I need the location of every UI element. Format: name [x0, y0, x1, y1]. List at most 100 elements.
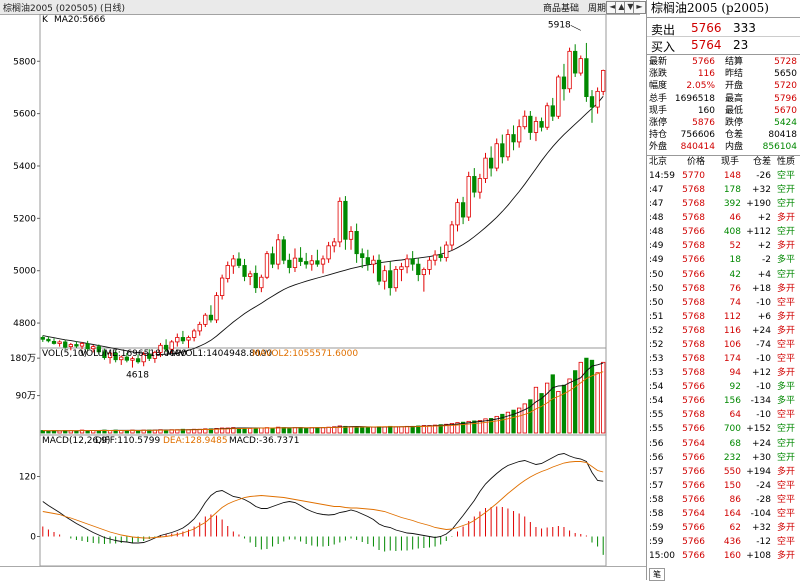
tick-time: :50: [649, 269, 664, 280]
volume-bar: [253, 427, 258, 434]
tick-row[interactable]: :51 5768 112 +6 多开: [649, 311, 799, 325]
tick-oi-change: -10: [756, 382, 771, 393]
tick-nature: 多开: [777, 311, 796, 322]
tick-nature: 空开: [777, 269, 796, 280]
macd-legend: MACD:-36.7371: [229, 436, 299, 446]
candle: [180, 337, 186, 342]
volume-bar: [444, 423, 449, 434]
candle: [298, 257, 303, 262]
tick-oi-change: +108: [746, 551, 771, 562]
stat-label: 最高: [725, 93, 744, 104]
ma20-line: [42, 96, 604, 355]
tick-row[interactable]: 14:59 5770 148 -26 空平: [649, 170, 799, 184]
tick-row[interactable]: :53 5768 174 -10 空平: [649, 353, 799, 367]
tick-row[interactable]: :55 5768 64 -10 空平: [649, 409, 799, 423]
nav-right-icon[interactable]: ►: [633, 1, 646, 14]
candle: [253, 272, 258, 289]
volume-bar: [376, 426, 382, 434]
tick-price: 5766: [682, 523, 705, 533]
tick-time: :48: [649, 213, 664, 224]
candle: [511, 134, 516, 143]
mavol2-legend: MAVOL2:1055571.6000: [252, 349, 358, 359]
diff-line: [42, 453, 604, 544]
stock-chart[interactable]: 4800 5000 5200 5400 5600 5800 K MA20:5666 4618 59…: [0, 14, 646, 580]
candle: [432, 254, 438, 261]
tick-volume: 86: [729, 494, 741, 505]
tick-row[interactable]: :52 5768 106 -74 空平: [649, 339, 799, 353]
volume-bar: [483, 418, 488, 434]
tick-nature: 空开: [777, 185, 796, 196]
tick-row[interactable]: :58 5766 86 -28 空平: [649, 494, 799, 508]
candle: [46, 338, 51, 342]
volume-bar: [438, 424, 443, 434]
tick-oi-change: +30: [752, 452, 771, 463]
tick-row[interactable]: :47 5768 392 +190 空开: [649, 198, 799, 212]
tick-row[interactable]: :48 5768 46 +2 多开: [649, 212, 799, 226]
y-tick-label: 5800: [13, 57, 36, 67]
mavol1-legend: MAVOL1:1404948.8000: [166, 349, 272, 359]
tick-price: 5768: [682, 297, 705, 308]
tick-row[interactable]: :49 5768 52 +2 多开: [649, 240, 799, 254]
volume-bar: [545, 382, 550, 434]
volume-bar: [248, 428, 253, 434]
volume-bar: [539, 393, 544, 434]
tick-price: 5764: [682, 438, 705, 449]
tick-row[interactable]: :48 5766 408 +112 空开: [649, 226, 799, 240]
tick-time: :49: [649, 255, 664, 266]
candle: [573, 50, 578, 74]
chart-title: 棕榈油2005 (020505) (日线): [3, 4, 126, 14]
candle: [399, 266, 404, 270]
stat-value: 756606: [680, 130, 715, 141]
tick-row[interactable]: :49 5766 18 -2 多平: [649, 254, 799, 268]
cycle-button[interactable]: 周期: [588, 4, 607, 14]
tick-oi-change: -2: [762, 255, 771, 266]
tick-row[interactable]: :50 5766 42 +4 空开: [649, 269, 799, 283]
tick-time: :51: [649, 311, 664, 322]
tick-row[interactable]: :54 5766 92 -10 多平: [649, 381, 799, 395]
tick-row[interactable]: :59 5766 436 -12 空平: [649, 536, 799, 550]
candle: [388, 270, 393, 289]
stat-label: 最低: [725, 105, 744, 116]
tick-oi-change: -12: [756, 537, 771, 548]
tick-row[interactable]: :55 5766 700 +152 空开: [649, 423, 799, 437]
stat-row: 涨停 5876 跌停 5424: [649, 117, 799, 129]
y-tick-label: 5600: [13, 110, 36, 120]
tick-time: 15:00: [649, 551, 675, 562]
tick-row[interactable]: :57 5766 550 +194 多开: [649, 466, 799, 480]
tick-time: :55: [649, 424, 664, 435]
volume-bar: [304, 427, 309, 434]
products-button[interactable]: 商品基础: [543, 4, 580, 14]
stat-value: 160: [697, 105, 715, 116]
tick-row[interactable]: 15:00 5766 160 +108 多开: [649, 550, 799, 564]
tick-row[interactable]: :52 5768 116 +24 多开: [649, 325, 799, 339]
tick-time: :56: [649, 452, 664, 463]
tick-row[interactable]: :58 5764 164 -104 空平: [649, 508, 799, 522]
tick-row[interactable]: :56 5766 232 +30 空开: [649, 452, 799, 466]
tick-row[interactable]: :59 5766 62 +32 多开: [649, 522, 799, 536]
tick-header: 北京 价格 现手 仓差 性质: [649, 157, 796, 167]
candle: [595, 90, 600, 108]
candle: [152, 351, 158, 359]
tick-row[interactable]: :57 5766 150 -24 空平: [649, 480, 799, 494]
tick-row[interactable]: :56 5764 68 +24 空开: [649, 438, 799, 452]
tick-row[interactable]: :54 5766 156 -134 多平: [649, 395, 799, 409]
tick-nature: 空平: [777, 339, 796, 350]
volume-bar: [298, 427, 303, 434]
candle: [225, 265, 230, 279]
ask-price: 5766: [691, 21, 722, 35]
candle: [326, 245, 331, 260]
stat-value: 5670: [774, 105, 797, 116]
volume-bar: [584, 357, 589, 434]
y-tick-label: 5400: [13, 162, 36, 172]
tick-volume: 150: [723, 480, 741, 491]
candle: [455, 202, 460, 226]
tick-mode-button[interactable]: 笔: [649, 568, 665, 581]
tick-row[interactable]: :53 5768 94 +12 多开: [649, 367, 799, 381]
volume-bar: [57, 430, 62, 434]
tick-row[interactable]: :50 5768 76 +18 多开: [649, 283, 799, 297]
tick-price: 5766: [682, 480, 705, 491]
tick-volume: 178: [723, 185, 741, 196]
candle: [304, 261, 309, 265]
tick-row[interactable]: :47 5768 178 +32 空开: [649, 184, 799, 198]
tick-row[interactable]: :50 5768 74 -10 空平: [649, 297, 799, 311]
